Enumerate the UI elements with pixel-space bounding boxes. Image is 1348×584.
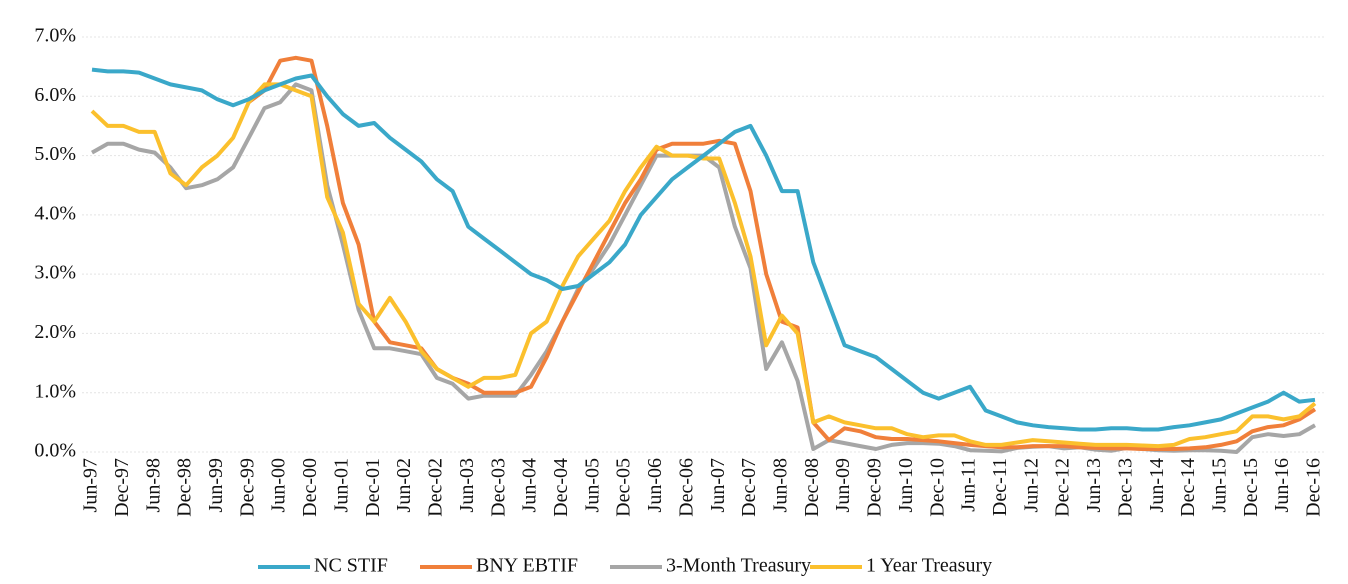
series-line [91,82,1316,454]
x-tick-label: Dec-11 [989,458,1011,516]
x-tick-label: Dec-02 [425,458,447,517]
y-tick-label: 6.0% [34,84,76,106]
y-tick-label: 5.0% [34,143,76,165]
x-tick-label: Jun-15 [1209,458,1231,512]
x-tick-label: Jun-16 [1271,458,1293,512]
x-tick-label: Jun-05 [581,458,603,512]
y-tick-label: 4.0% [34,202,76,224]
x-tick-label: Jun-99 [205,458,227,512]
x-tick-label: Jun-00 [268,458,290,512]
legend-label: 3-Month Treasury [666,555,811,577]
x-tick-label: Jun-06 [644,458,666,512]
x-tick-label: Jun-11 [958,458,980,512]
y-tick-label: 3.0% [34,262,76,284]
x-tick-label: Dec-16 [1303,458,1325,517]
y-tick-label: 7.0% [34,25,76,47]
x-tick-label: Dec-05 [613,458,635,517]
x-tick-label: Jun-13 [1083,458,1105,512]
x-tick-label: Jun-08 [769,458,791,512]
x-tick-label: Dec-97 [111,458,133,517]
x-tick-label: Dec-13 [1114,458,1136,517]
x-tick-label: Dec-06 [675,458,697,517]
x-tick-label: Dec-98 [174,458,196,517]
x-tick-label: Jun-03 [456,458,478,512]
legend-label: 1 Year Treasury [866,555,992,577]
x-tick-label: Jun-12 [1020,458,1042,512]
x-tick-label: Dec-09 [864,458,886,517]
x-tick-label: Dec-07 [738,458,760,517]
x-tick-label: Dec-12 [1052,458,1074,517]
x-tick-label: Jun-14 [1146,458,1168,512]
x-tick-label: Dec-14 [1177,458,1199,517]
x-tick-label: Dec-08 [801,458,823,517]
x-tick-label: Dec-15 [1240,458,1262,517]
x-tick-label: Jun-01 [330,458,352,512]
x-tick-label: Dec-03 [487,458,509,517]
x-tick-label: Jun-04 [519,458,541,512]
legend-label: NC STIF [314,555,388,577]
x-tick-label: Dec-99 [236,458,258,517]
series-line [90,82,1317,449]
x-tick-label: Dec-00 [299,458,321,517]
x-tick-label: Jun-98 [142,458,164,512]
legend-label: BNY EBTIF [476,555,578,577]
x-tick-label: Jun-09 [832,458,854,512]
x-tick-label: Jun-10 [895,458,917,512]
x-tick-label: Jun-02 [393,458,415,512]
x-tick-label: Jun-07 [707,458,729,512]
series-line [247,55,1317,451]
x-tick-label: Jun-97 [80,458,102,512]
y-tick-label: 2.0% [34,321,76,343]
x-tick-label: Dec-10 [926,458,948,517]
series-line [91,67,1316,432]
x-tick-label: Dec-04 [550,458,572,517]
y-tick-label: 0.0% [34,440,76,462]
y-tick-label: 1.0% [34,380,76,402]
x-tick-label: Dec-01 [362,458,384,517]
